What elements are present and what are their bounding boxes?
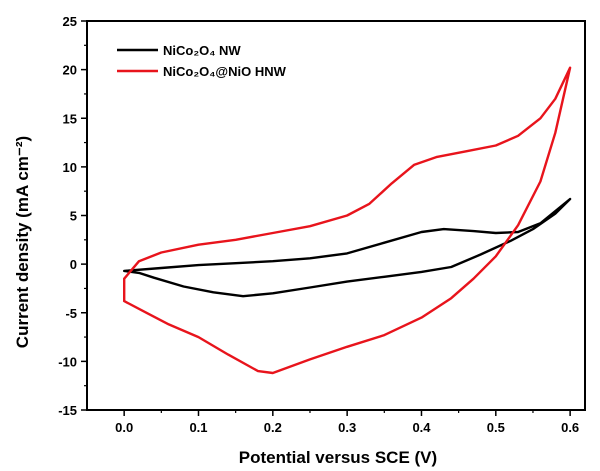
y-tick-label: -10 [58,354,77,369]
y-axis-label: Current density (mA cm⁻²) [13,136,32,348]
x-tick-label: 0.4 [412,420,431,435]
y-tick-label: -5 [65,306,77,321]
series-line-1 [122,197,572,298]
y-tick-label: 10 [63,160,77,175]
y-tick-label: -15 [58,403,77,418]
x-tick-label: 0.5 [487,420,505,435]
legend-label-1: NiCo₂O₄ NW [163,43,241,58]
legend-label-2: NiCo₂O₄@NiO HNW [163,64,287,79]
x-tick-label: 0.2 [264,420,282,435]
x-tick-label: 0.1 [189,420,207,435]
x-tick-label: 0.6 [561,420,579,435]
y-tick-label: 5 [70,209,77,224]
y-tick-label: 20 [63,63,77,78]
y-tick-label: 25 [63,14,77,29]
series-line-2 [122,66,572,375]
x-tick-label: 0.3 [338,420,356,435]
x-axis-label: Potential versus SCE (V) [239,448,437,467]
x-tick-label: 0.0 [115,420,133,435]
y-tick-label: 15 [63,111,77,126]
y-tick-label: 0 [70,257,77,272]
